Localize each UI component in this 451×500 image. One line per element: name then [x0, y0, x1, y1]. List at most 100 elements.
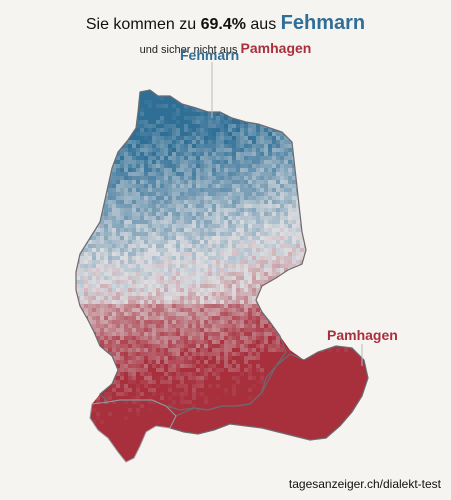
heat-cell [232, 96, 236, 100]
heat-cell [364, 108, 368, 112]
heat-cell [88, 344, 92, 348]
heat-cell [236, 344, 240, 348]
heat-cell [164, 164, 168, 168]
heat-cell [332, 256, 336, 260]
heat-cell [336, 220, 340, 224]
heat-cell [332, 212, 336, 216]
heat-cell [176, 352, 180, 356]
heat-cell [328, 104, 332, 108]
heat-cell [132, 108, 136, 112]
heat-cell [76, 284, 80, 288]
heat-cell [352, 176, 356, 180]
heat-cell [80, 112, 84, 116]
heat-cell [260, 172, 264, 176]
heat-cell [252, 268, 256, 272]
heat-cell [196, 152, 200, 156]
heat-cell [148, 160, 152, 164]
heat-cell [172, 120, 176, 124]
heat-cell [120, 232, 124, 236]
heat-cell [332, 124, 336, 128]
heat-cell [168, 188, 172, 192]
heat-cell [76, 348, 80, 352]
heat-cell [80, 344, 84, 348]
heat-cell [216, 316, 220, 320]
heat-cell [80, 216, 84, 220]
heat-cell [320, 92, 324, 96]
heat-cell [268, 304, 272, 308]
heat-cell [196, 90, 200, 92]
heat-cell [352, 168, 356, 172]
heat-cell [112, 232, 116, 236]
heat-cell [136, 268, 140, 272]
heat-cell [356, 90, 360, 92]
heat-cell [80, 328, 84, 332]
heat-cell [76, 164, 80, 168]
heat-cell [244, 212, 248, 216]
heat-cell [252, 232, 256, 236]
heat-cell [300, 288, 304, 292]
heat-cell [332, 248, 336, 252]
heat-cell [152, 256, 156, 260]
heat-cell [320, 276, 324, 280]
heat-cell [300, 300, 304, 304]
heat-cell [96, 188, 100, 192]
heat-cell [128, 92, 132, 96]
heat-cell [184, 344, 188, 348]
heat-cell [272, 124, 276, 128]
heat-cell [328, 172, 332, 176]
heat-cell [156, 284, 160, 288]
heat-cell [320, 100, 324, 104]
heat-cell [348, 220, 352, 224]
heat-cell [280, 208, 284, 212]
heat-cell [236, 180, 240, 184]
heat-cell [252, 92, 256, 96]
heat-cell [116, 140, 120, 144]
heat-cell [108, 268, 112, 272]
heat-cell [148, 92, 152, 96]
heat-cell [252, 320, 256, 324]
heat-cell [88, 112, 92, 116]
heat-cell [136, 168, 140, 172]
heat-cell [128, 208, 132, 212]
heat-cell [92, 152, 96, 156]
heat-cell [240, 172, 244, 176]
heat-cell [136, 140, 140, 144]
heat-cell [336, 168, 340, 172]
heat-cell [316, 308, 320, 312]
heat-cell [284, 112, 288, 116]
heat-cell [352, 280, 356, 284]
heat-cell [220, 144, 224, 148]
heat-cell [148, 216, 152, 220]
heat-cell [128, 348, 132, 352]
heat-cell [152, 252, 156, 256]
heat-cell [128, 192, 132, 196]
heat-cell [300, 268, 304, 272]
heat-cell [360, 288, 364, 292]
heat-cell [252, 296, 256, 300]
heat-cell [152, 232, 156, 236]
heat-cell [320, 176, 324, 180]
heat-cell [80, 280, 84, 284]
heat-cell [308, 236, 312, 240]
heat-cell [368, 296, 372, 300]
heat-cell [304, 172, 308, 176]
heat-cell [148, 320, 152, 324]
heat-cell [212, 328, 216, 332]
heat-cell [284, 332, 288, 336]
heat-cell [244, 296, 248, 300]
heat-cell [328, 288, 332, 292]
heat-cell [188, 152, 192, 156]
heat-cell [260, 340, 264, 344]
heat-cell [140, 316, 144, 320]
heat-cell [132, 220, 136, 224]
heat-cell [104, 300, 108, 304]
heat-cell [356, 168, 360, 172]
match-percentage: 69.4% [200, 16, 246, 33]
heat-cell [88, 208, 92, 212]
heat-cell [352, 320, 356, 324]
heat-cell [308, 148, 312, 152]
heat-cell [148, 344, 152, 348]
heat-cell [88, 90, 92, 92]
